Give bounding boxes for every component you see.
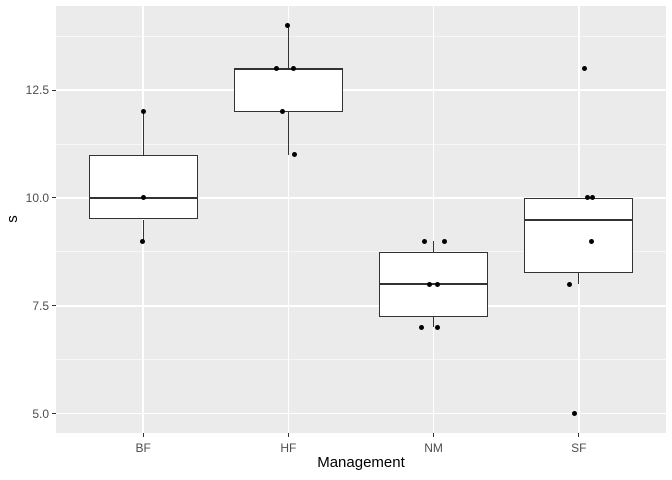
boxplot-box	[524, 197, 634, 274]
data-point	[418, 324, 424, 330]
data-point	[434, 324, 440, 330]
gridline-minor-y	[56, 251, 666, 253]
x-tick-mark	[287, 433, 289, 437]
gridline-major-y	[56, 89, 666, 91]
x-tick-mark	[578, 433, 580, 437]
whisker-lower	[578, 273, 580, 285]
x-tick-label: HF	[280, 441, 297, 455]
y-axis-title: s	[4, 215, 21, 223]
gridline-major-y	[56, 305, 666, 307]
data-point	[274, 66, 280, 72]
whisker-upper	[142, 111, 144, 155]
y-tick-mark	[52, 305, 56, 307]
data-point	[141, 195, 147, 201]
gridline-major-y	[56, 197, 666, 199]
data-point	[292, 152, 298, 158]
data-point	[584, 195, 590, 201]
y-tick-label: 5.0	[32, 406, 49, 421]
data-point	[140, 238, 146, 244]
x-tick-mark	[433, 433, 435, 437]
data-point	[141, 109, 147, 115]
gridline-major-x	[432, 6, 435, 433]
data-point	[426, 281, 432, 287]
y-tick-mark	[52, 89, 56, 91]
data-point	[581, 66, 587, 72]
data-point	[588, 238, 594, 244]
y-tick-label: 7.5	[32, 298, 49, 313]
whisker-upper	[287, 25, 289, 69]
whisker-lower	[287, 111, 289, 155]
x-tick-label: SF	[571, 441, 587, 455]
x-tick-mark	[142, 433, 144, 437]
data-point	[572, 411, 578, 417]
y-tick-label: 10.0	[25, 190, 49, 205]
gridline-minor-y	[56, 143, 666, 145]
data-point	[291, 66, 297, 72]
data-point	[566, 281, 572, 287]
median-line	[233, 67, 343, 70]
gridline-minor-y	[56, 359, 666, 361]
boxplot-box	[88, 154, 198, 220]
data-point	[434, 281, 440, 287]
y-tick-mark	[52, 197, 56, 199]
data-point	[441, 238, 447, 244]
whisker-lower	[142, 219, 144, 242]
x-axis-title: Management	[317, 454, 405, 471]
median-line	[379, 283, 489, 286]
whisker-upper	[433, 241, 435, 252]
whisker-lower	[433, 316, 435, 328]
gridline-major-x	[287, 6, 290, 433]
data-point	[280, 109, 286, 115]
boxplot-box	[233, 68, 343, 112]
median-line	[524, 218, 634, 221]
x-tick-label: BF	[135, 441, 151, 455]
gridline-major-y	[56, 412, 666, 415]
data-point	[285, 22, 291, 28]
y-tick-mark	[52, 413, 56, 415]
data-point	[589, 195, 595, 201]
y-tick-label: 12.5	[25, 83, 49, 98]
data-point	[421, 238, 427, 244]
x-tick-label: NM	[424, 441, 443, 455]
gridline-minor-y	[56, 35, 666, 37]
